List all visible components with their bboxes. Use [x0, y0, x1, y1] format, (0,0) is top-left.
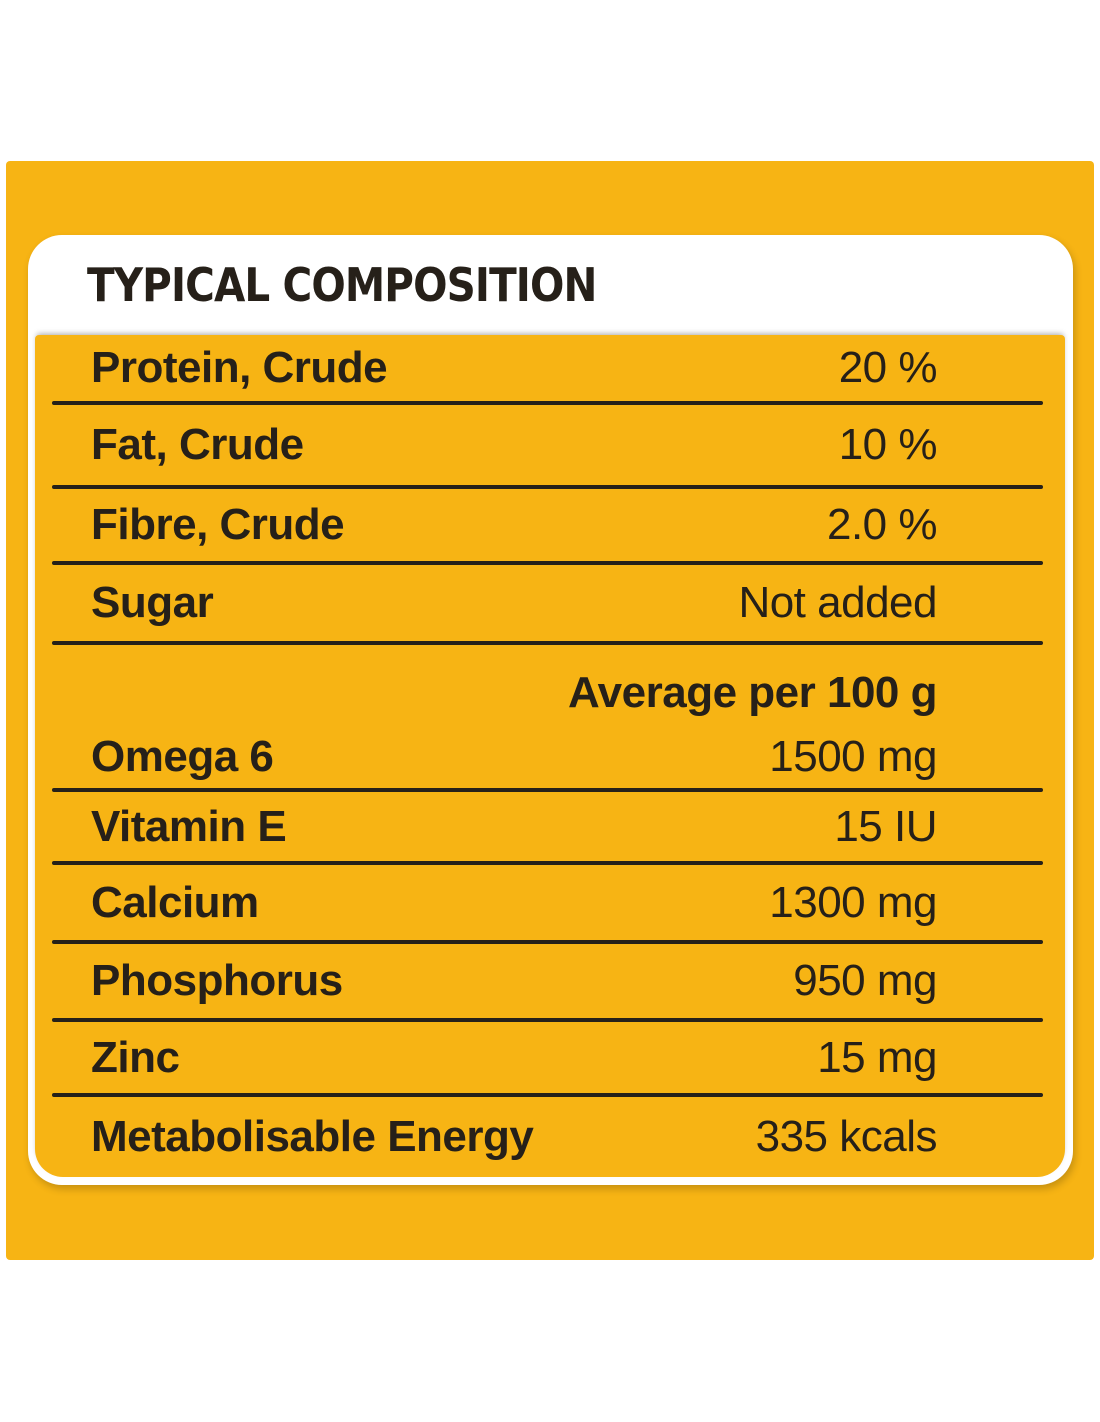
row-label: Protein, Crude — [91, 343, 388, 392]
row-label: Calcium — [91, 877, 259, 927]
table-row: Fibre, Crude 2.0 % — [35, 489, 1065, 561]
table-row: Metabolisable Energy 335 kcals — [35, 1097, 1065, 1177]
row-separator — [52, 561, 1043, 565]
row-label: Omega 6 — [91, 732, 274, 781]
row-label: Fat, Crude — [91, 420, 304, 469]
page-title: TYPICAL COMPOSITION — [87, 258, 597, 312]
table-row: Omega 6 1500 mg — [91, 729, 937, 785]
row-value: 950 mg — [793, 956, 937, 1005]
average-per-100g-header: Average per 100 g — [568, 668, 937, 717]
table-row: Calcium 1300 mg — [35, 865, 1065, 940]
row-value: 1300 mg — [769, 877, 937, 927]
row-label: Metabolisable Energy — [91, 1112, 534, 1161]
average-per-100g-section: Average per 100 g Omega 6 1500 mg — [35, 645, 1065, 788]
row-value: 335 kcals — [755, 1112, 938, 1161]
table-row: Protein, Crude 20 % — [35, 335, 1065, 401]
composition-card: TYPICAL COMPOSITION Protein, Crude 20 % Fa… — [28, 235, 1073, 1185]
row-value: 20 % — [838, 343, 938, 392]
row-label: Vitamin E — [91, 801, 287, 851]
title-band: TYPICAL COMPOSITION — [28, 235, 1073, 335]
row-separator — [52, 861, 1043, 865]
row-value: 2.0 % — [826, 500, 938, 549]
table-row: Fat, Crude 10 % — [35, 405, 1065, 485]
row-label: Zinc — [91, 1032, 180, 1082]
row-separator — [52, 1093, 1043, 1097]
row-label: Phosphorus — [91, 956, 343, 1005]
table-row: Phosphorus 950 mg — [35, 944, 1065, 1018]
yellow-panel: TYPICAL COMPOSITION Protein, Crude 20 % Fa… — [6, 161, 1094, 1260]
row-value: 10 % — [838, 420, 938, 469]
table-row: Sugar Not added — [35, 565, 1065, 641]
row-separator — [52, 641, 1043, 645]
row-label: Fibre, Crude — [91, 500, 345, 549]
row-value: 1500 mg — [769, 732, 937, 781]
row-value: 15 mg — [817, 1032, 937, 1082]
row-separator — [52, 485, 1043, 489]
row-label: Sugar — [91, 578, 214, 627]
composition-table: Protein, Crude 20 % Fat, Crude 10 % Fibre, C… — [35, 335, 1065, 1177]
row-separator — [52, 788, 1043, 792]
table-row: Zinc 15 mg — [35, 1022, 1065, 1093]
row-value: Not added — [738, 578, 937, 627]
row-separator — [52, 401, 1043, 405]
table-row: Vitamin E 15 IU — [35, 792, 1065, 861]
average-per-100g-header-line: Average per 100 g — [91, 665, 937, 721]
row-separator — [52, 1018, 1043, 1022]
row-separator — [52, 940, 1043, 944]
row-value: 15 IU — [834, 801, 937, 851]
